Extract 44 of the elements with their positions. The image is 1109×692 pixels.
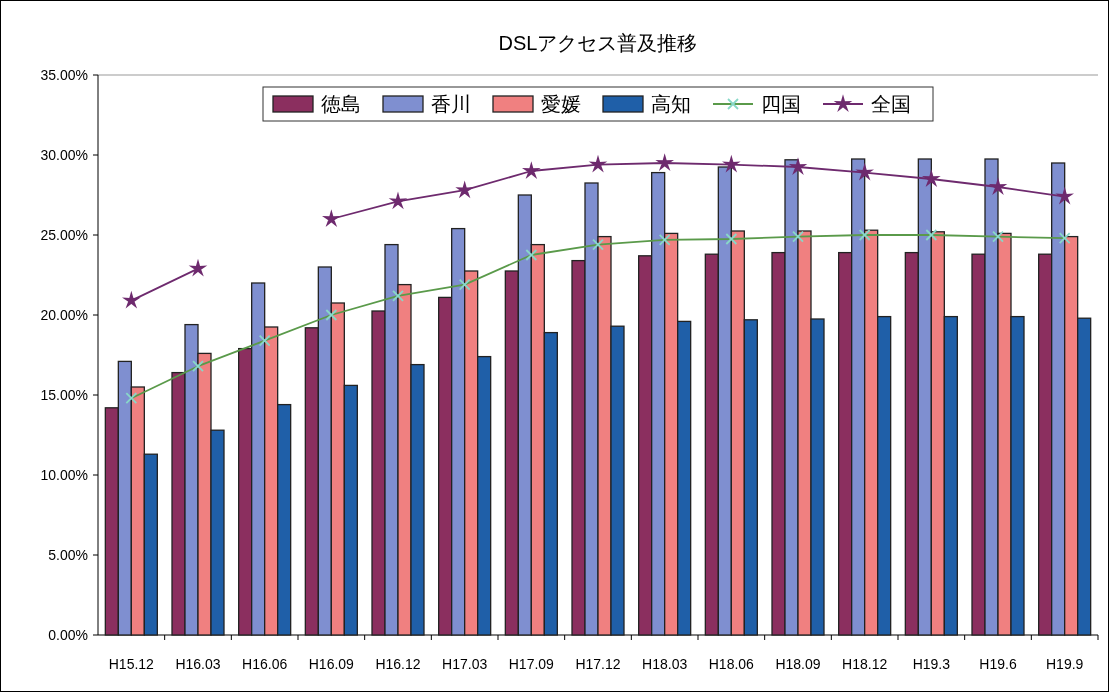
point: [588, 155, 608, 173]
x-tick-label: H19.6: [979, 656, 1017, 672]
y-tick-label: 5.00%: [48, 547, 88, 563]
y-tick-label: 25.00%: [40, 227, 88, 243]
chart-title: DSLアクセス普及推移: [498, 32, 698, 54]
point: [322, 209, 340, 227]
x-tick-label: H19.3: [912, 656, 951, 672]
x-tick-label: H19.9: [1045, 656, 1084, 672]
point: [122, 291, 141, 309]
point: [522, 161, 541, 179]
x-tick-label: H15.12: [108, 656, 155, 672]
y-tick-label: 10.00%: [40, 467, 88, 483]
legend-label: 徳島: [321, 93, 361, 115]
x-tick-label: H16.03: [175, 656, 221, 672]
point: [855, 163, 874, 181]
x-tick-label: H16.06: [242, 656, 288, 672]
x-tick-label: H16.12: [375, 656, 421, 672]
y-tick-label: 20.00%: [40, 307, 88, 323]
x-tick-label: H16.09: [308, 656, 355, 672]
point: [789, 157, 808, 175]
point: [722, 155, 741, 173]
y-tick-label: 0.00%: [48, 627, 88, 643]
point: [655, 153, 674, 171]
x-tick-label: H17.12: [575, 656, 621, 672]
legend-label: 愛媛: [541, 93, 581, 115]
legend-label: 香川: [431, 93, 471, 115]
legend-label: 全国: [871, 93, 911, 115]
x-tick-label: H18.09: [775, 656, 821, 672]
point: [989, 177, 1008, 195]
point: [388, 191, 408, 210]
x-tick-label: H17.09: [508, 656, 555, 672]
y-tick-label: 35.00%: [40, 67, 88, 83]
point: [455, 180, 473, 199]
y-tick-label: 30.00%: [40, 147, 88, 163]
legend-label: 高知: [651, 93, 691, 115]
legend-label: 四国: [761, 93, 801, 115]
y-tick-label: 15.00%: [40, 387, 88, 403]
point: [188, 259, 208, 277]
point: [1055, 187, 1074, 205]
x-tick-label: H18.06: [708, 656, 755, 672]
x-tick-label: H18.03: [642, 656, 688, 672]
point: [922, 169, 941, 187]
x-tick-label: H17.03: [442, 656, 488, 672]
x-tick-label: H18.12: [842, 656, 888, 672]
